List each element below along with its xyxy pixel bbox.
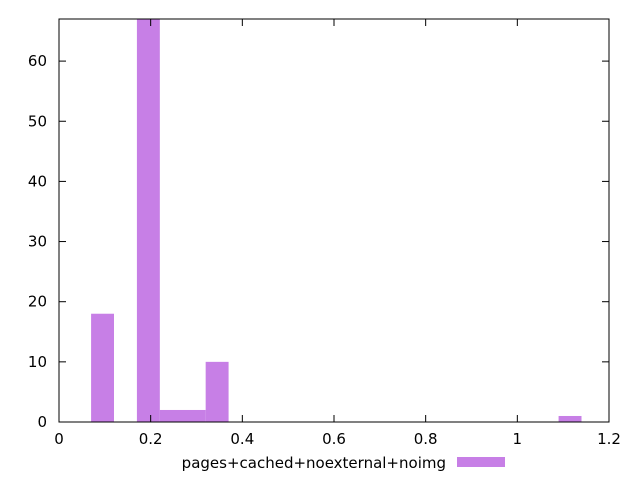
y-tick-label: 10 [28, 353, 47, 371]
x-tick-label: 0.4 [230, 430, 254, 448]
x-tick-label: 1.2 [597, 430, 621, 448]
x-axis: 0 0.2 0.4 0.6 0.8 1 1.2 [54, 19, 621, 448]
legend-label: pages+cached+noexternal+noimg [182, 454, 446, 472]
y-tick-label: 40 [28, 172, 47, 190]
y-tick-label: 50 [28, 112, 47, 130]
histogram-bar [205, 361, 229, 422]
y-tick-label: 30 [28, 233, 47, 251]
x-tick-label: 1 [513, 430, 523, 448]
x-tick-label: 0.6 [322, 430, 346, 448]
x-tick-label: 0.8 [414, 430, 438, 448]
y-tick-label: 20 [28, 293, 47, 311]
y-axis: 0 10 20 30 40 50 60 [28, 52, 609, 431]
x-tick-label: 0.2 [139, 430, 163, 448]
histogram-bar [136, 19, 160, 422]
y-tick-label: 60 [28, 52, 47, 70]
histogram-bar [159, 409, 206, 422]
histogram-bar [558, 415, 582, 422]
histogram-bar [91, 313, 114, 422]
bars-group [91, 19, 582, 422]
x-tick-label: 0 [54, 430, 64, 448]
legend-swatch [457, 457, 505, 467]
y-tick-label: 0 [37, 413, 47, 431]
legend: pages+cached+noexternal+noimg [182, 454, 505, 472]
